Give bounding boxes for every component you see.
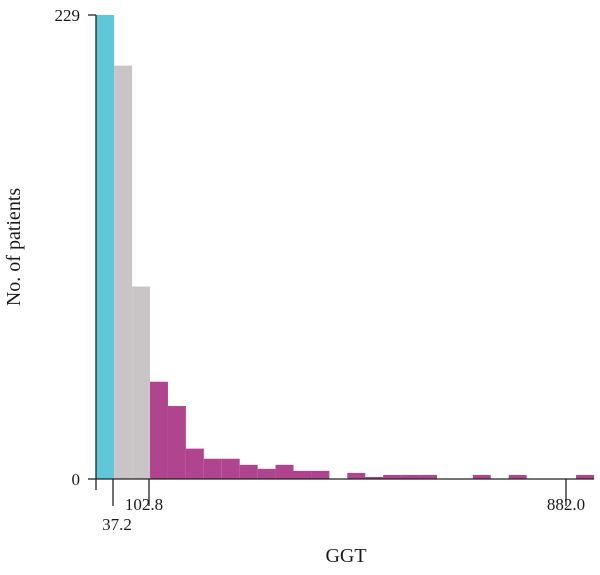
histogram-bar	[419, 474, 437, 479]
histogram-bar	[275, 464, 294, 479]
histogram-bar	[167, 406, 186, 479]
histogram-bar	[221, 458, 240, 479]
histogram-bar	[239, 464, 258, 479]
histogram-bar	[311, 470, 330, 479]
histogram-bar	[96, 15, 115, 479]
histogram-bar	[472, 474, 491, 479]
histogram-bar	[508, 474, 527, 479]
histogram-bar	[576, 474, 594, 479]
histogram-bar	[293, 470, 312, 479]
histogram-bars	[96, 15, 594, 479]
histogram-bar	[150, 381, 168, 479]
histogram-bar	[203, 458, 222, 479]
histogram-bar	[401, 474, 420, 479]
x-tick-label-882: 882.0	[547, 495, 585, 514]
x-tick-label-103: 102.8	[125, 495, 163, 514]
histogram-bar	[347, 472, 366, 479]
x-tick-label-37: 37.2	[102, 515, 132, 534]
histogram-bar	[257, 468, 276, 479]
histogram-bar	[114, 65, 133, 479]
x-axis-title: GGT	[325, 545, 366, 567]
y-tick-label-bottom: 0	[72, 470, 81, 489]
histogram-bar	[132, 286, 151, 479]
y-tick-label-top: 229	[55, 6, 81, 25]
histogram-bar	[185, 448, 204, 479]
histogram-bar	[383, 474, 402, 479]
y-axis-title: No. of patients	[3, 188, 25, 307]
histogram-bar	[365, 476, 384, 479]
